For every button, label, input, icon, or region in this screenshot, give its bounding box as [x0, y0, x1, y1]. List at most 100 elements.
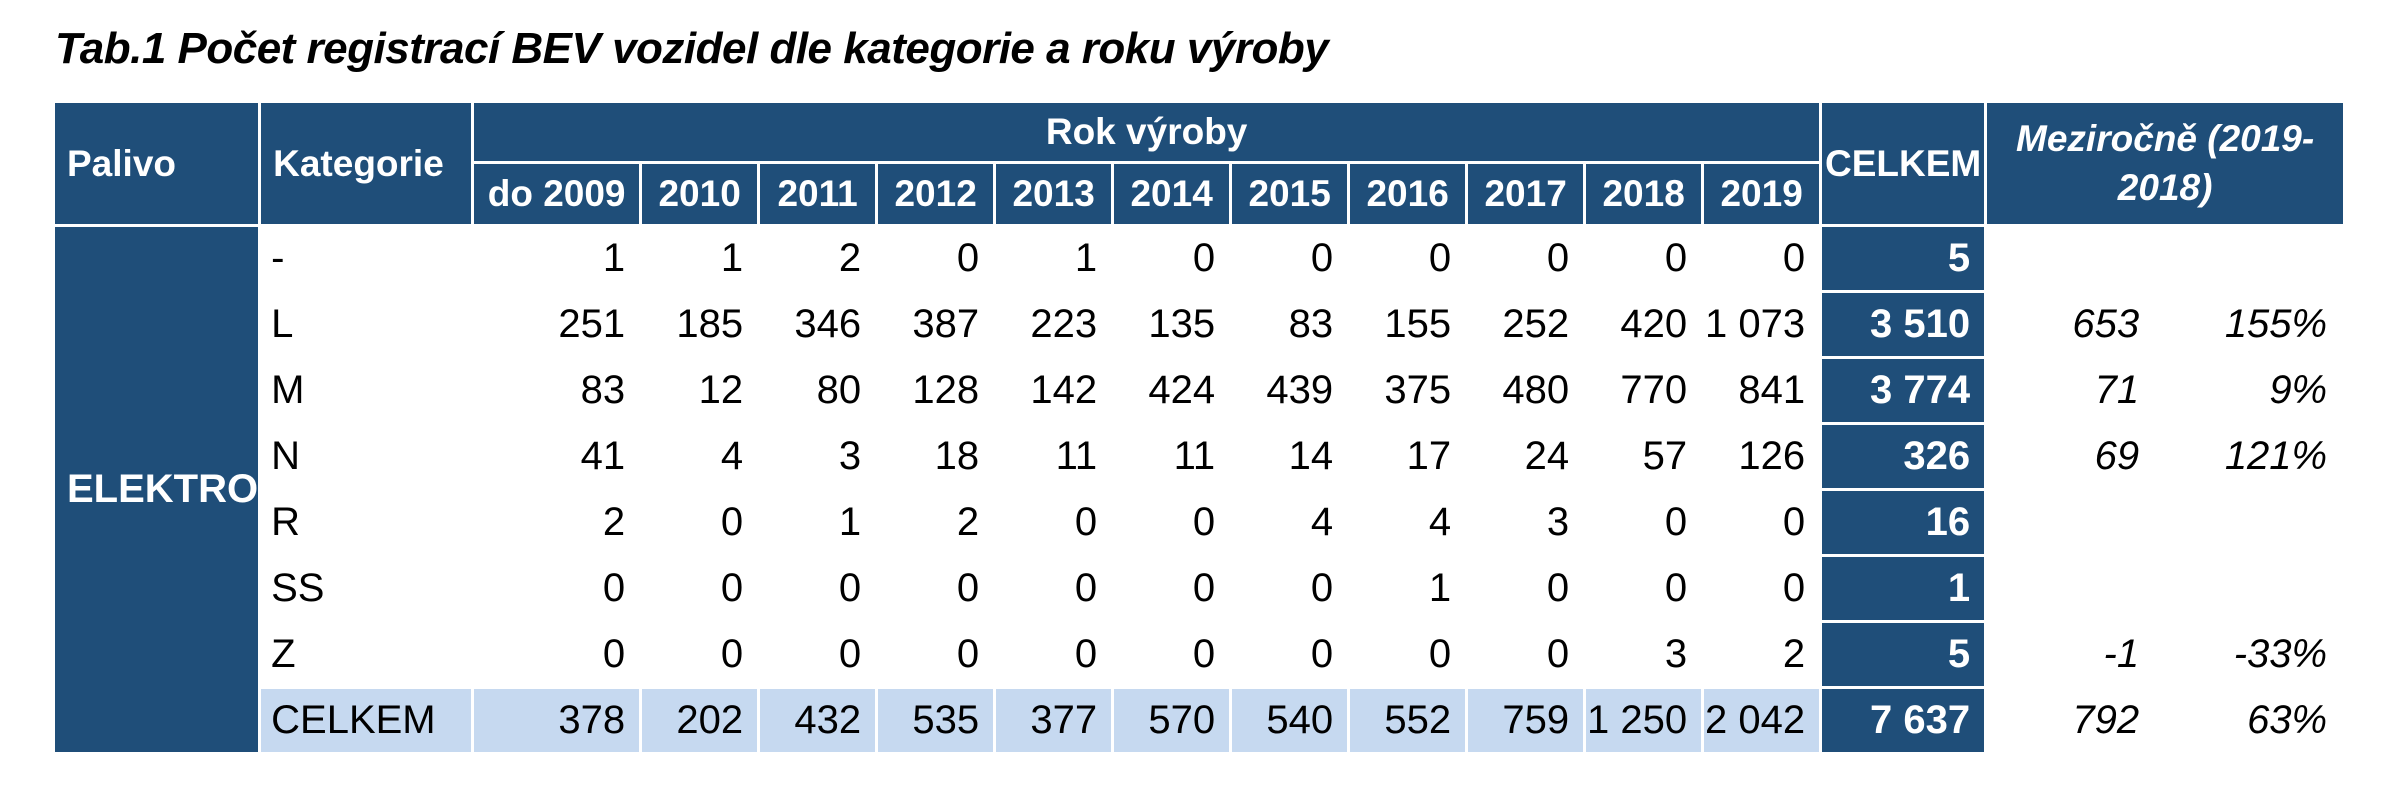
- total-yoy-change-cell: 792: [2072, 698, 2140, 742]
- year-value-cell: 0: [602, 566, 626, 610]
- row-total-cell: 16: [1822, 491, 1985, 554]
- year-value-cell: 2: [602, 500, 626, 544]
- year-value-cell: 4: [1428, 500, 1452, 544]
- fuel-group-cell: ELEKTRO: [55, 227, 259, 752]
- year-value-cell: 0: [1782, 236, 1806, 280]
- year-value-cell: 841: [1738, 368, 1806, 412]
- year-value-cell: 0: [956, 632, 980, 676]
- yoy-percent-cell: [2158, 491, 2343, 554]
- table-row: R 2 0 1 2 0 0 4 4 3 0 0 16: [55, 491, 2343, 554]
- year-value-cell: 155: [1384, 302, 1452, 346]
- yoy-change-cell: 69: [2094, 434, 2140, 478]
- year-value-cell: 1: [838, 500, 862, 544]
- year-value-cell: 0: [1310, 236, 1334, 280]
- year-value-cell: 3: [1546, 500, 1570, 544]
- category-cell: M: [271, 368, 305, 412]
- year-column-header: do 2009: [474, 164, 640, 224]
- year-column-header: 2016: [1350, 164, 1466, 224]
- year-value-cell: 439: [1266, 368, 1334, 412]
- year-value-cell: 4: [720, 434, 744, 478]
- year-value-cell: 0: [1782, 500, 1806, 544]
- table-row: L 251 185 346 387 223 135 83 155 252 420 1 073 3 510…: [55, 293, 2343, 356]
- category-cell: R: [271, 500, 301, 544]
- year-value-cell: 83: [580, 368, 626, 412]
- yoy-percent-cell: -33%: [2233, 632, 2328, 676]
- year-value-cell: 12: [698, 368, 744, 412]
- total-year-value-cell: 570: [1114, 689, 1230, 752]
- year-value-cell: 0: [1074, 500, 1098, 544]
- year-value-cell: 251: [558, 302, 626, 346]
- total-year-value-cell: 759: [1468, 689, 1584, 752]
- yoy-change-cell: [1987, 491, 2155, 554]
- year-value-cell: 142: [1030, 368, 1098, 412]
- year-value-cell: 4: [1310, 500, 1334, 544]
- year-value-cell: 0: [1192, 500, 1216, 544]
- yoy-percent-cell: 155%: [2224, 302, 2328, 346]
- year-value-cell: 0: [1192, 566, 1216, 610]
- year-value-cell: 420: [1620, 302, 1688, 346]
- year-value-cell: 3: [1664, 632, 1688, 676]
- year-value-cell: 0: [1664, 236, 1688, 280]
- year-value-cell: 57: [1642, 434, 1688, 478]
- total-year-value-cell: 535: [878, 689, 994, 752]
- year-value-cell: 480: [1502, 368, 1570, 412]
- year-value-cell: 770: [1620, 368, 1688, 412]
- grand-total-row: CELKEM 378 202 432 535 377 570 540 552 759 1 250 2 …: [55, 689, 2343, 752]
- category-cell: -: [271, 236, 285, 280]
- year-value-cell: 0: [1310, 632, 1334, 676]
- year-value-cell: 185: [676, 302, 744, 346]
- yoy-percent-cell: 121%: [2224, 434, 2328, 478]
- category-cell: L: [271, 302, 294, 346]
- row-total-cell: 5: [1822, 623, 1985, 686]
- yoy-change-cell: [1987, 227, 2155, 290]
- category-cell: SS: [271, 566, 325, 610]
- row-total-cell: 3 774: [1822, 359, 1985, 422]
- year-value-cell: 424: [1148, 368, 1216, 412]
- total-year-value-cell: 1 250: [1586, 689, 1702, 752]
- year-value-cell: 1 073: [1705, 302, 1806, 346]
- year-value-cell: 1: [1074, 236, 1098, 280]
- table-row: M 83 12 80 128 142 424 439 375 480 770 841 3 774 71 9%: [55, 359, 2343, 422]
- year-value-cell: 128: [912, 368, 980, 412]
- year-value-cell: 0: [1546, 566, 1570, 610]
- year-column-header: 2012: [878, 164, 994, 224]
- year-value-cell: 126: [1738, 434, 1806, 478]
- table-row: ELEKTRO -1 1 2 0 1 0 0 0 0 0 0 5: [55, 227, 2343, 752]
- year-value-cell: 80: [816, 368, 862, 412]
- column-header-mezirocne: Meziročně (2019-2018): [1987, 103, 2344, 224]
- year-value-cell: 0: [720, 500, 744, 544]
- year-value-cell: 0: [1074, 632, 1098, 676]
- column-header-kategorie: Kategorie: [261, 103, 472, 224]
- year-value-cell: 0: [1428, 236, 1452, 280]
- year-value-cell: 346: [794, 302, 862, 346]
- year-value-cell: 0: [838, 632, 862, 676]
- yoy-percent-cell: [2158, 557, 2343, 620]
- year-value-cell: 0: [838, 566, 862, 610]
- row-total-cell: 1: [1822, 557, 1985, 620]
- total-yoy-percent-cell: 63%: [2247, 698, 2328, 742]
- table-row: SS 0 0 0 0 0 0 0 1 0 0 0 1: [55, 557, 2343, 620]
- yoy-percent-cell: 9%: [2269, 368, 2328, 412]
- year-value-cell: 135: [1148, 302, 1216, 346]
- year-value-cell: 0: [1782, 566, 1806, 610]
- year-value-cell: 2: [956, 500, 980, 544]
- total-year-value-cell: 377: [996, 689, 1112, 752]
- year-value-cell: 0: [956, 566, 980, 610]
- year-value-cell: 387: [912, 302, 980, 346]
- column-header-palivo: Palivo: [55, 103, 259, 224]
- category-cell: Z: [271, 632, 296, 676]
- year-value-cell: 0: [1192, 236, 1216, 280]
- bev-registrations-table: Palivo Kategorie Rok výroby CELKEM Mezir…: [52, 100, 2346, 755]
- column-group-header-rok-vyroby: Rok výroby: [474, 103, 1820, 161]
- row-total-cell: 3 510: [1822, 293, 1985, 356]
- yoy-change-cell: [1987, 557, 2155, 620]
- year-value-cell: 2: [838, 236, 862, 280]
- year-value-cell: 252: [1502, 302, 1570, 346]
- year-value-cell: 41: [580, 434, 626, 478]
- year-header-row: do 2009 2010 2011 2012 2013 2014 2015 2016 2017 2…: [55, 164, 2343, 224]
- year-value-cell: 11: [1055, 434, 1098, 478]
- year-value-cell: 0: [1664, 500, 1688, 544]
- year-column-header: 2019: [1704, 164, 1820, 224]
- year-value-cell: 0: [1428, 632, 1452, 676]
